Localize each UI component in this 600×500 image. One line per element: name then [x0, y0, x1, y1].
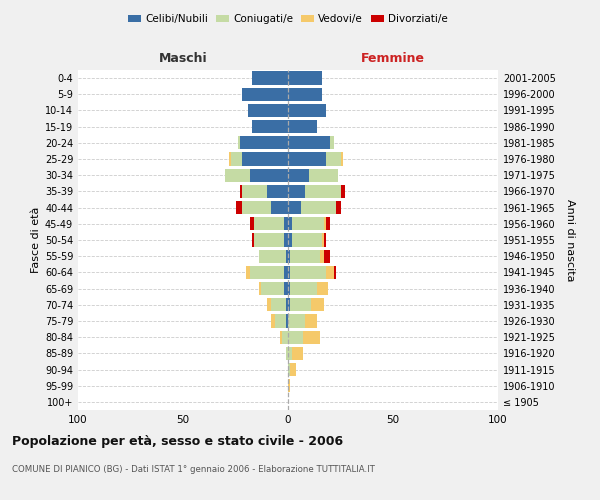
- Bar: [286, 314, 288, 328]
- Bar: [240, 185, 242, 198]
- Bar: [280, 330, 282, 344]
- Bar: [252, 120, 288, 134]
- Y-axis label: Fasce di età: Fasce di età: [31, 207, 41, 273]
- Bar: [267, 185, 288, 198]
- Bar: [305, 185, 341, 198]
- Bar: [288, 104, 326, 117]
- Bar: [309, 168, 338, 182]
- Bar: [252, 72, 288, 85]
- Bar: [284, 234, 288, 246]
- Bar: [240, 136, 288, 149]
- Bar: [324, 217, 326, 230]
- Legend: Celibi/Nubili, Coniugati/e, Vedovi/e, Divorziati/e: Celibi/Nubili, Coniugati/e, Vedovi/e, Di…: [124, 10, 452, 29]
- Bar: [284, 282, 288, 295]
- Text: Popolazione per età, sesso e stato civile - 2006: Popolazione per età, sesso e stato civil…: [12, 435, 343, 448]
- Bar: [288, 120, 317, 134]
- Bar: [324, 250, 330, 263]
- Bar: [288, 330, 303, 344]
- Bar: [311, 298, 324, 312]
- Bar: [242, 185, 267, 198]
- Bar: [225, 168, 250, 182]
- Bar: [303, 330, 320, 344]
- Bar: [288, 314, 305, 328]
- Bar: [232, 152, 242, 166]
- Bar: [284, 217, 288, 230]
- Bar: [254, 234, 284, 246]
- Bar: [250, 217, 254, 230]
- Bar: [238, 136, 240, 149]
- Bar: [326, 266, 334, 279]
- Bar: [250, 168, 288, 182]
- Bar: [242, 88, 288, 101]
- Bar: [286, 298, 288, 312]
- Bar: [286, 346, 288, 360]
- Bar: [284, 266, 288, 279]
- Bar: [267, 298, 271, 312]
- Bar: [288, 282, 290, 295]
- Bar: [288, 168, 309, 182]
- Bar: [229, 152, 232, 166]
- Bar: [242, 201, 271, 214]
- Bar: [324, 234, 326, 246]
- Bar: [259, 250, 286, 263]
- Bar: [242, 152, 288, 166]
- Y-axis label: Anni di nascita: Anni di nascita: [565, 198, 575, 281]
- Bar: [292, 234, 322, 246]
- Text: Femmine: Femmine: [361, 52, 425, 65]
- Bar: [290, 282, 317, 295]
- Bar: [288, 266, 290, 279]
- Bar: [288, 298, 290, 312]
- Bar: [326, 217, 330, 230]
- Bar: [334, 266, 337, 279]
- Bar: [290, 266, 326, 279]
- Bar: [337, 201, 341, 214]
- Bar: [260, 282, 284, 295]
- Bar: [341, 185, 344, 198]
- Bar: [288, 185, 305, 198]
- Bar: [288, 201, 301, 214]
- Bar: [326, 152, 341, 166]
- Bar: [250, 266, 284, 279]
- Bar: [288, 379, 290, 392]
- Bar: [290, 363, 296, 376]
- Text: Maschi: Maschi: [158, 52, 208, 65]
- Bar: [275, 314, 286, 328]
- Bar: [286, 250, 288, 263]
- Bar: [288, 136, 330, 149]
- Bar: [288, 250, 290, 263]
- Bar: [252, 234, 254, 246]
- Bar: [290, 250, 320, 263]
- Bar: [288, 234, 292, 246]
- Bar: [246, 266, 250, 279]
- Bar: [305, 314, 317, 328]
- Bar: [271, 201, 288, 214]
- Bar: [235, 201, 242, 214]
- Text: COMUNE DI PIANICO (BG) - Dati ISTAT 1° gennaio 2006 - Elaborazione TUTTITALIA.IT: COMUNE DI PIANICO (BG) - Dati ISTAT 1° g…: [12, 465, 375, 474]
- Bar: [292, 217, 324, 230]
- Bar: [341, 152, 343, 166]
- Bar: [292, 346, 303, 360]
- Bar: [288, 72, 322, 85]
- Bar: [320, 250, 324, 263]
- Bar: [290, 298, 311, 312]
- Bar: [271, 314, 275, 328]
- Bar: [330, 136, 334, 149]
- Bar: [322, 234, 324, 246]
- Bar: [288, 346, 292, 360]
- Bar: [282, 330, 288, 344]
- Bar: [248, 104, 288, 117]
- Bar: [288, 88, 322, 101]
- Bar: [259, 282, 260, 295]
- Bar: [288, 152, 326, 166]
- Bar: [288, 363, 290, 376]
- Bar: [288, 217, 292, 230]
- Bar: [301, 201, 337, 214]
- Bar: [254, 217, 284, 230]
- Bar: [271, 298, 286, 312]
- Bar: [317, 282, 328, 295]
